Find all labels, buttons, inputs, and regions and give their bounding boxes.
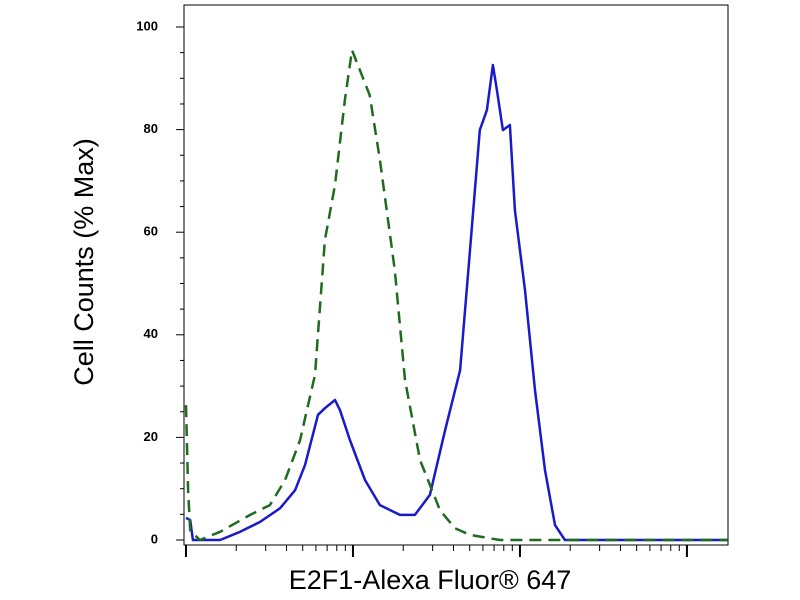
y-axis-label: Cell Counts (% Max) (69, 138, 99, 386)
x-axis-label: E2F1-Alexa Fluor® 647 (289, 565, 572, 595)
y-tick-label: 0 (151, 531, 158, 546)
y-tick-label: 60 (144, 224, 158, 239)
histogram-line (185, 63, 728, 542)
y-tick-label: 20 (144, 429, 158, 444)
plot-frame (183, 4, 729, 546)
histogram-line (184, 48, 728, 542)
y-tick-label: 100 (136, 18, 158, 33)
y-tick-label: 40 (144, 326, 158, 341)
y-tick-label: 80 (144, 121, 158, 136)
